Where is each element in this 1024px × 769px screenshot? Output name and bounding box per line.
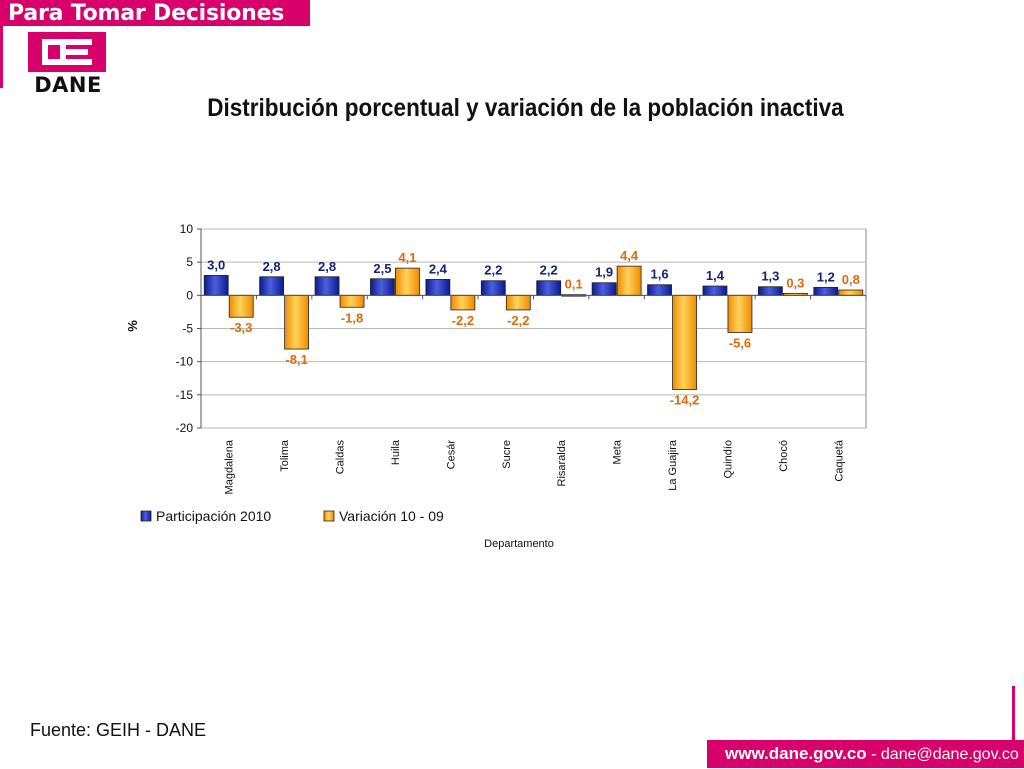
variation-label-8: 4,4 [620, 248, 639, 263]
x-tick-label-7: Risaralda [556, 439, 568, 486]
chart-data-labels: 3,0 -3,3 2,8 -8,1 2,8 -1,8 2,5 4,1 2,4 -2,2 2,2 -2,… [207, 248, 860, 407]
variation-label-10: -5,6 [729, 335, 751, 350]
x-tick-label-6: Sucre [501, 440, 513, 469]
participation-bar-7 [536, 280, 562, 296]
chart-legend: Participación 2010 Variación 10 - 09 [140, 508, 444, 524]
dane-logo: DANE [22, 32, 112, 97]
footer-contact-bar: www.dane.gov.co - dane@dane.gov.co [707, 740, 1024, 768]
variation-bar-12 [838, 289, 864, 296]
variation-bar-4 [395, 267, 420, 296]
variation-bar-3 [339, 294, 365, 308]
participation-bar-12 [813, 286, 839, 296]
variation-label-6: -2,2 [507, 313, 529, 328]
variation-label-12: 0,8 [842, 272, 860, 287]
variation-label-5: -2,2 [452, 313, 474, 328]
chart-grid [200, 228, 867, 429]
variation-bar-8 [616, 265, 642, 296]
legend-label-2: Variación 10 - 09 [339, 508, 444, 524]
participation-bar-10 [702, 285, 728, 296]
participation-label-6: 2,2 [484, 263, 502, 278]
participation-label-1: 3,0 [207, 257, 225, 272]
chart-axes: 10 5 0 -5 -10 -15 -20 Magdalena Tolima Caldas Huil… [176, 222, 867, 494]
variation-bar-9 [672, 294, 697, 390]
legend-label-1: Participación 2010 [156, 508, 271, 524]
y-tick-label: -15 [176, 388, 194, 402]
variation-label-2: -8,1 [285, 352, 307, 367]
x-axis-label: Departamento [484, 538, 554, 550]
x-tick-label-11: Chocó [778, 440, 790, 472]
variation-bar-1 [228, 294, 254, 318]
participation-bar-3 [314, 276, 340, 296]
variation-bar-5 [450, 294, 476, 311]
legend-swatch-2 [323, 510, 335, 522]
website-link[interactable]: www.dane.gov.co [725, 744, 867, 763]
variation-bar-6 [505, 294, 531, 311]
dane-logo-icon [28, 32, 106, 72]
variation-bar-10 [727, 294, 753, 333]
x-tick-label-5: Cesár [445, 440, 457, 470]
y-tick-label: -20 [176, 421, 194, 435]
variation-label-9: -14,2 [670, 393, 700, 408]
participation-bar-1 [203, 275, 229, 296]
y-tick-label: 0 [186, 288, 193, 302]
legend-swatch-1 [140, 510, 152, 522]
footer-separator: - [866, 746, 881, 763]
participation-bar-4 [370, 278, 395, 296]
x-tick-label-1: Magdalena [224, 439, 236, 494]
y-axis-label: % [125, 320, 140, 332]
participation-bar-8 [591, 282, 617, 296]
variation-label-3: -1,8 [341, 310, 363, 325]
x-tick-label-2: Tolima [279, 439, 291, 472]
variation-label-1: -3,3 [230, 320, 252, 335]
x-tick-label-8: Meta [612, 439, 624, 464]
participation-label-12: 1,2 [817, 269, 835, 284]
participation-label-11: 1,3 [761, 269, 779, 284]
x-tick-label-12: Caquetá [833, 439, 845, 481]
participation-bar-5 [425, 279, 451, 296]
source-note: Fuente: GEIH - DANE [30, 720, 207, 740]
footer-accent-line [1012, 686, 1024, 742]
participation-label-10: 1,4 [706, 268, 725, 283]
email-link[interactable]: dane@dane.gov.co [880, 746, 1019, 763]
participation-bar-2 [259, 276, 285, 296]
variation-label-7: 0,1 [565, 277, 583, 292]
participation-bar-11 [757, 286, 783, 296]
banner-text: Para Tomar Decisiones [8, 1, 285, 26]
variation-label-11: 0,3 [786, 275, 804, 290]
participation-label-8: 1,9 [595, 265, 613, 280]
x-tick-label-4: Huila [390, 439, 402, 465]
header-banner: Para Tomar Decisiones [0, 0, 310, 26]
participation-label-4: 2,5 [373, 261, 391, 276]
x-tick-label-3: Caldas [335, 440, 347, 475]
participation-bar-6 [480, 280, 506, 296]
y-tick-label: 5 [186, 255, 193, 269]
variation-bar-2 [284, 294, 310, 350]
header-accent-line [0, 26, 16, 88]
logo-text: DANE [34, 73, 102, 97]
participation-label-3: 2,8 [318, 259, 336, 274]
y-tick-label: -5 [182, 322, 193, 336]
y-tick-label: -10 [176, 355, 194, 369]
participation-label-9: 1,6 [651, 267, 669, 282]
participation-label-5: 2,4 [429, 261, 448, 276]
participation-label-2: 2,8 [263, 259, 281, 274]
x-tick-label-9: La Guajira [667, 439, 679, 491]
variation-label-4: 4,1 [398, 250, 416, 265]
page-title: Distribución porcentual y variación de l… [207, 94, 844, 122]
participation-bar-9 [647, 284, 672, 296]
x-tick-label-10: Quindío [722, 440, 734, 479]
chart-bars [203, 265, 864, 390]
y-tick-label: 10 [180, 222, 194, 236]
participation-label-7: 2,2 [540, 263, 558, 278]
